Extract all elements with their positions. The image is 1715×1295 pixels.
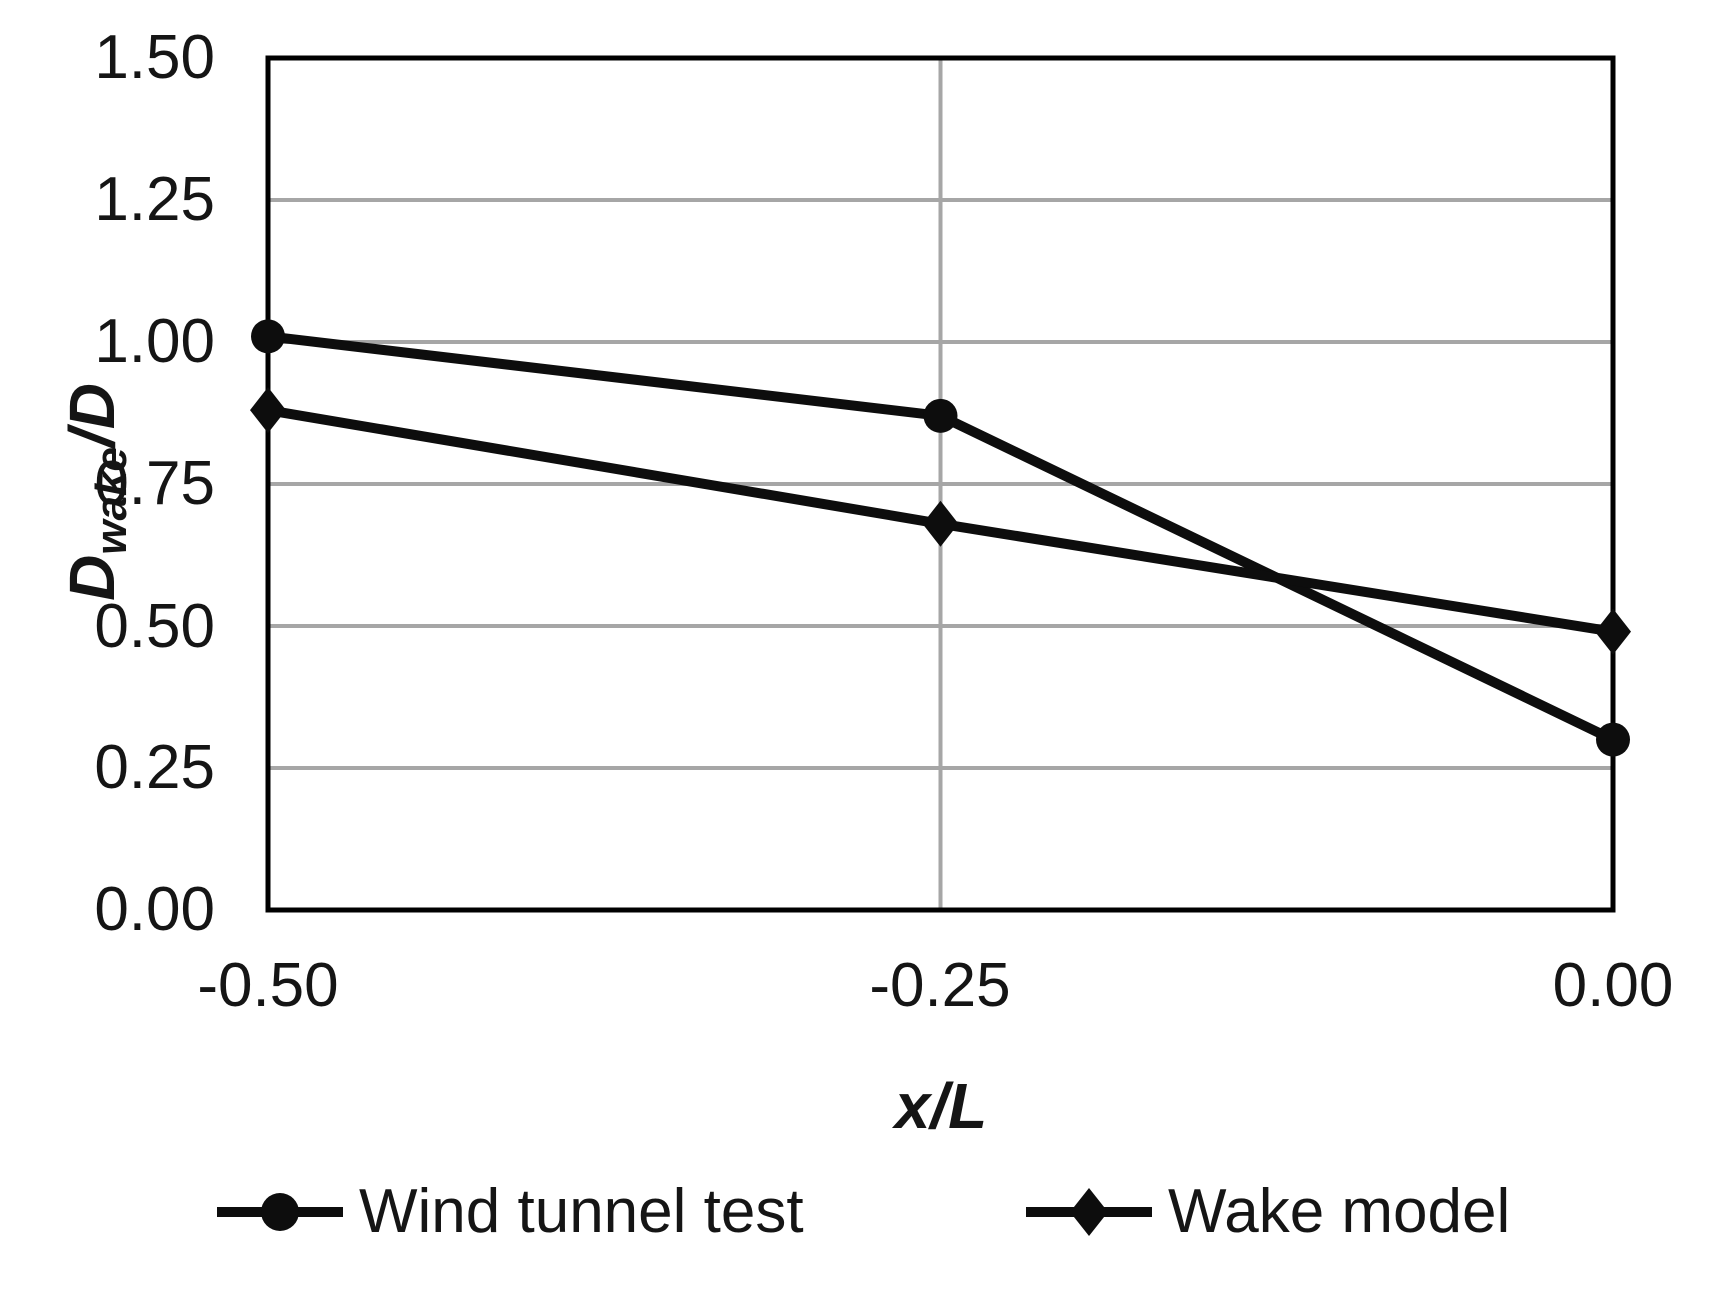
data-point-circle-wind-tunnel-test [251,319,285,354]
legend-label-wind-tunnel-test: Wind tunnel test [359,1177,804,1246]
y-tick-label-1-00: 1.00 [94,307,215,376]
plot-frame [265,55,1616,913]
data-point-diamond-wake-model [1595,608,1631,655]
legend-item-wind-tunnel-test: Wind tunnel test [215,1174,804,1250]
legend-label-wake-model: Wake model [1168,1177,1511,1246]
legend-marker-diamond-icon [1026,1188,1152,1236]
legend-item-wake-model: Wake model [1024,1174,1510,1250]
x-tick-label-neg-0-50: -0.50 [197,951,339,1020]
data-point-diamond-wake-model [922,500,959,547]
y-tick-label-0-25: 0.25 [94,733,215,802]
data-point-circle-wind-tunnel-test [1596,722,1630,757]
y-tick-label-0-50: 0.50 [94,592,215,661]
x-axis-title: x/L [894,1070,988,1142]
y-tick-label-1-50: 1.50 [94,23,215,92]
legend-marker-circle-icon [217,1193,343,1231]
data-point-diamond-wake-model [250,387,286,434]
data-point-circle-wind-tunnel-test [923,398,958,433]
x-tick-label-neg-0-25: -0.25 [869,951,1011,1020]
x-tick-label-0-00: 0.00 [1552,951,1674,1020]
y-tick-label-0-75: 0.75 [94,449,215,518]
y-axis-title-rest: /D [56,383,128,448]
y-tick-label-1-25: 1.25 [94,165,215,234]
y-tick-label-0-00: 0.00 [94,875,215,944]
